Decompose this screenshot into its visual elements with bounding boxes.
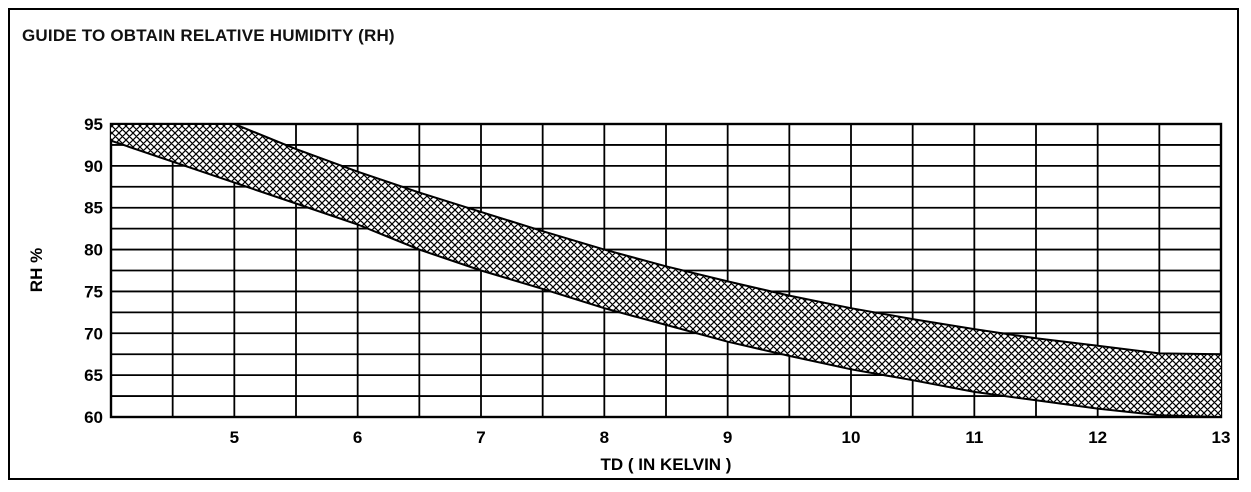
chart-frame xyxy=(8,8,1239,480)
y-tick-label: 85 xyxy=(84,199,103,218)
x-tick-label: 13 xyxy=(1212,428,1231,447)
y-tick-label: 90 xyxy=(84,157,103,176)
y-tick-label: 95 xyxy=(84,115,103,134)
rh-band-lower-edge xyxy=(110,139,1222,418)
rh-band-fill xyxy=(111,124,1221,417)
y-axis-label: RH % xyxy=(27,248,46,292)
y-tick-label: 65 xyxy=(84,366,103,385)
x-tick-label: 7 xyxy=(476,428,485,447)
x-axis-label: TD ( IN KELVIN ) xyxy=(601,455,732,474)
y-tick-label: 60 xyxy=(84,408,103,427)
x-tick-label: 10 xyxy=(842,428,861,447)
y-tick-label: 75 xyxy=(84,282,103,301)
y-tick-label: 80 xyxy=(84,241,103,260)
x-tick-label: 6 xyxy=(353,428,362,447)
chart-title: GUIDE TO OBTAIN RELATIVE HUMIDITY (RH) xyxy=(22,26,395,45)
x-tick-label: 11 xyxy=(965,428,983,447)
x-tick-label: 5 xyxy=(230,428,239,447)
y-tick-label: 70 xyxy=(84,324,103,343)
plot-border xyxy=(109,122,1223,419)
x-tick-label: 8 xyxy=(600,428,609,447)
rh-band xyxy=(110,123,1222,418)
rh-band-upper-edge xyxy=(111,123,1222,356)
x-tick-labels: 5 6 7 8 9 10 11 12 13 xyxy=(230,428,1231,447)
y-tick-labels: 95 90 85 80 75 70 65 60 xyxy=(84,115,103,427)
x-tick-label: 9 xyxy=(723,428,732,447)
x-tick-label: 12 xyxy=(1088,428,1107,447)
